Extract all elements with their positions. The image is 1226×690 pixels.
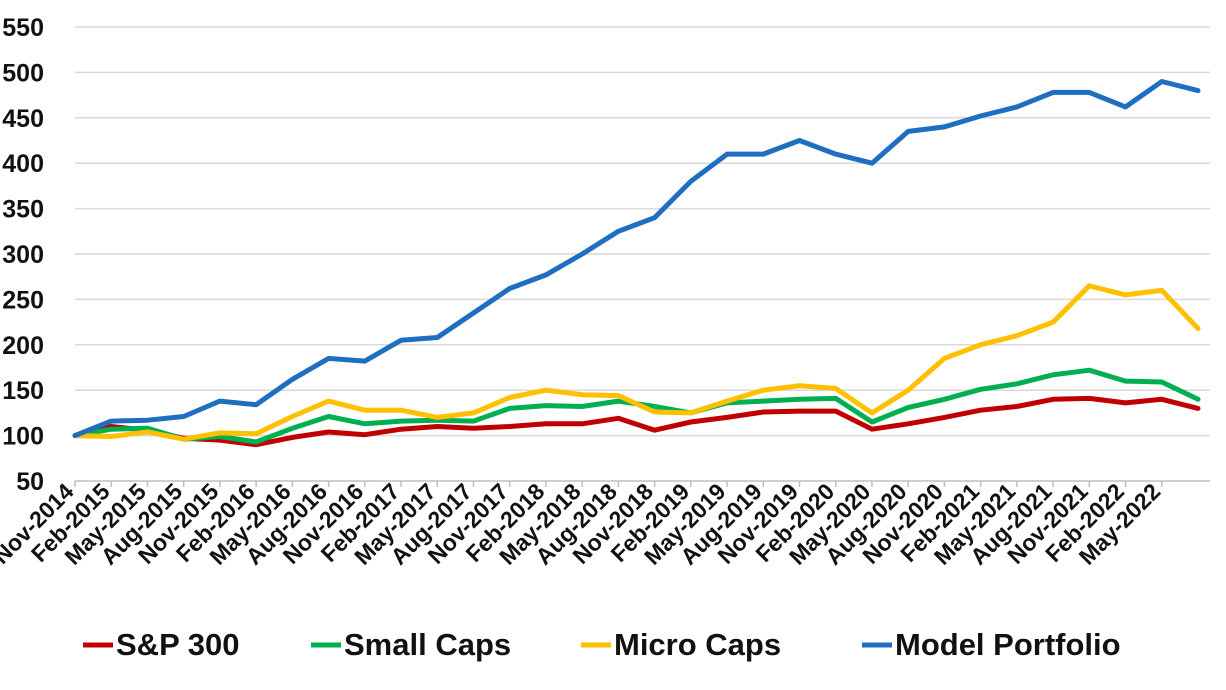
series-line-s-p-300	[72, 395, 1201, 448]
legend-label-s-p-300: S&P 300	[116, 627, 240, 662]
y-tick-label: 50	[16, 468, 44, 496]
y-tick-label: 500	[2, 59, 44, 87]
y-tick-label: 150	[2, 377, 44, 405]
y-tick-label: 100	[2, 423, 44, 451]
y-tick-label: 400	[2, 150, 44, 178]
y-tick-label: 200	[2, 332, 44, 360]
series-line-model-portfolio	[72, 79, 1201, 439]
legend-label-small-caps: Small Caps	[344, 627, 511, 662]
y-tick-label: 450	[2, 105, 44, 133]
y-tick-label: 350	[2, 196, 44, 224]
y-tick-label: 250	[2, 286, 44, 314]
legend-label-micro-caps: Micro Caps	[614, 627, 781, 662]
y-tick-label: 300	[2, 241, 44, 269]
series-line-micro-caps	[72, 283, 1201, 442]
y-tick-label: 550	[2, 14, 44, 42]
legend-label-model-portfolio: Model Portfolio	[895, 627, 1121, 662]
